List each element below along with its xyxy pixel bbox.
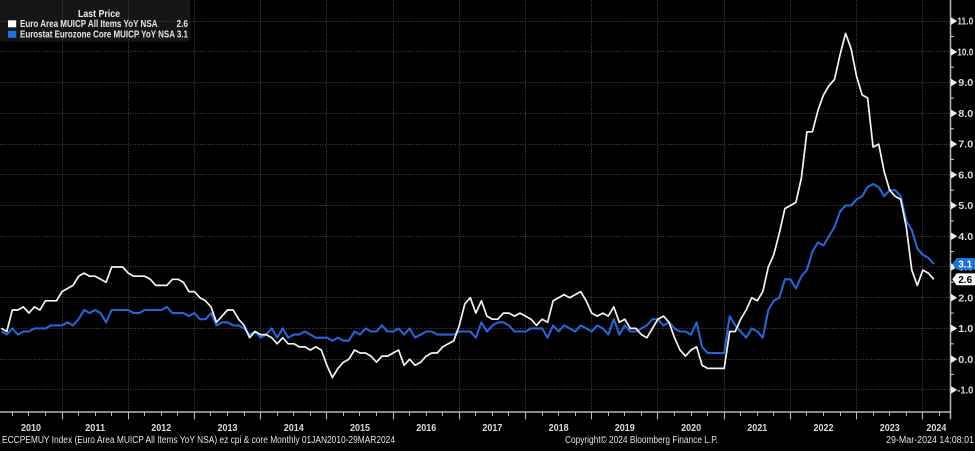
svg-text:6.0: 6.0 xyxy=(958,169,973,181)
svg-text:2022: 2022 xyxy=(814,422,834,434)
svg-text:2023: 2023 xyxy=(880,422,900,434)
svg-text:2016: 2016 xyxy=(416,422,436,434)
svg-text:ECCPEMUY Index (Euro Area MUIC: ECCPEMUY Index (Euro Area MUICP All Item… xyxy=(2,435,395,446)
svg-text:2015: 2015 xyxy=(350,422,370,434)
svg-text:11.0: 11.0 xyxy=(957,16,973,28)
svg-text:2012: 2012 xyxy=(151,422,171,434)
svg-text:2018: 2018 xyxy=(549,422,569,434)
svg-text:2014: 2014 xyxy=(284,422,304,434)
svg-text:8.0: 8.0 xyxy=(958,108,973,120)
svg-text:3.1: 3.1 xyxy=(958,259,972,271)
svg-text:Euro Area MUICP All Items YoY: Euro Area MUICP All Items YoY NSA xyxy=(20,18,158,30)
svg-text:1.0: 1.0 xyxy=(958,323,973,335)
svg-text:4.0: 4.0 xyxy=(958,231,973,243)
svg-text:Copyright© 2024 Bloomberg Fina: Copyright© 2024 Bloomberg Finance L.P. xyxy=(565,435,718,446)
svg-text:2019: 2019 xyxy=(615,422,635,434)
svg-text:2011: 2011 xyxy=(85,422,105,434)
svg-text:2017: 2017 xyxy=(482,422,502,434)
svg-text:29-Mar-2024 14:08:01: 29-Mar-2024 14:08:01 xyxy=(886,435,974,446)
svg-text:2013: 2013 xyxy=(218,422,238,434)
svg-text:Last Price: Last Price xyxy=(78,8,120,20)
svg-text:5.0: 5.0 xyxy=(958,200,973,212)
svg-text:2.0: 2.0 xyxy=(958,292,973,304)
svg-text:-1.0: -1.0 xyxy=(957,385,973,397)
svg-text:Eurostat Eurozone Core MUICP Y: Eurostat Eurozone Core MUICP YoY NSA 3.1 xyxy=(20,29,188,41)
svg-text:0.0: 0.0 xyxy=(958,354,973,366)
svg-text:10.0: 10.0 xyxy=(957,47,973,59)
svg-text:9.0: 9.0 xyxy=(958,77,973,89)
svg-text:2.6: 2.6 xyxy=(177,18,189,30)
svg-text:7.0: 7.0 xyxy=(958,139,973,151)
svg-text:2010: 2010 xyxy=(21,422,41,434)
svg-text:2020: 2020 xyxy=(681,422,701,434)
svg-text:2021: 2021 xyxy=(747,422,767,434)
svg-text:2.6: 2.6 xyxy=(958,274,972,286)
svg-text:2024: 2024 xyxy=(926,422,946,434)
